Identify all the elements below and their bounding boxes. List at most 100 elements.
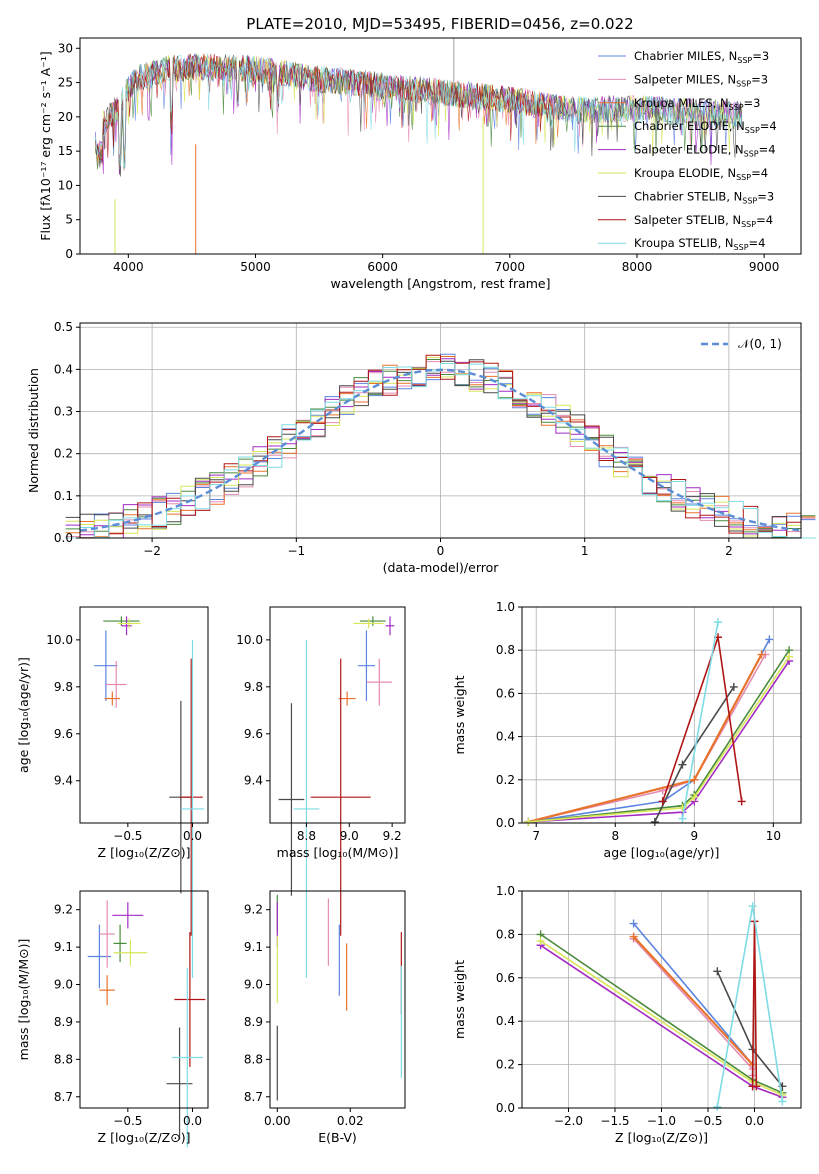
x-tick-label: −1.5 <box>600 1114 629 1128</box>
y-tick-label: 9.1 <box>244 940 263 954</box>
weight-marker <box>650 817 659 826</box>
y-tick-label: 9.8 <box>244 680 263 694</box>
y-tick-label: 15 <box>58 144 73 158</box>
x-axis-label: Z [log₁₀(Z/Z⊙)] <box>615 1130 708 1145</box>
y-tick-label: 0.2 <box>54 447 73 461</box>
x-tick-label: 6000 <box>367 260 398 274</box>
plot-area <box>94 616 205 978</box>
gaussian-reference <box>79 368 802 532</box>
y-tick-label: 10.0 <box>46 633 73 647</box>
weight-line <box>716 906 784 1108</box>
x-tick-label: 0.02 <box>337 1114 364 1128</box>
y-tick-label: 9.0 <box>244 978 263 992</box>
panel-age-Z: −0.5 0.0 9.4 9.6 9.8 10.0 Z [log₁₀(Z/Z⊙)] age [… <box>16 606 209 978</box>
weight-marker <box>778 1097 787 1106</box>
axes-frame <box>79 606 209 824</box>
x-axis-label: age [log₁₀(age/yr)] <box>604 845 720 860</box>
x-tick-label: 7000 <box>495 260 526 274</box>
x-tick-label: 9 <box>690 829 698 843</box>
panel-age-mass: 8.8 9.0 9.2 9.4 9.6 9.8 10.0 mass [log₁₀(M/M⊙)] <box>236 606 406 978</box>
axes-frame <box>79 890 209 1109</box>
weight-marker <box>629 919 638 928</box>
weight-marker <box>713 1102 722 1111</box>
weight-line <box>681 621 719 819</box>
figure-title: PLATE=2010, MJD=53495, FIBERID=0456, z=0… <box>246 15 633 33</box>
x-tick-label: 8000 <box>622 260 653 274</box>
plot-area <box>536 902 787 1111</box>
y-tick-label: 0.4 <box>54 362 73 376</box>
legend-entry: Kroupa ELODIE, NSSP=4 <box>634 166 768 182</box>
weight-marker <box>690 793 699 802</box>
x-axis-label: Z [log₁₀(Z/Z⊙)] <box>98 845 191 860</box>
plot-area <box>87 900 206 1148</box>
y-tick-label: 1.0 <box>496 600 515 614</box>
panel-mass-ebv: 0.00 0.02 8.7 8.8 8.9 9.0 9.1 9.2 E(B-V) <box>244 890 406 1145</box>
x-tick-label: −1.0 <box>647 1114 676 1128</box>
y-tick-label: 8.7 <box>244 1090 263 1104</box>
weight-line <box>661 636 743 802</box>
weight-marker <box>714 618 723 627</box>
y-tick-label: 9.2 <box>54 903 73 917</box>
y-tick-label: 8.7 <box>54 1090 73 1104</box>
axes-frame <box>521 890 802 1109</box>
y-axis-label: mass weight <box>452 960 467 1039</box>
x-tick-label: 0.0 <box>745 1114 764 1128</box>
y-axis-label: mass weight <box>452 675 467 754</box>
y-tick-label: 9.1 <box>54 940 73 954</box>
y-axis-label: mass [log₁₀(M/M⊙)] <box>16 939 31 1061</box>
x-tick-label: 4000 <box>113 260 144 274</box>
x-tick-label: 1 <box>581 544 589 558</box>
legend-entry: Salpeter ELODIE, NSSP=4 <box>634 143 776 159</box>
y-tick-label: 30 <box>58 41 73 55</box>
weight-marker <box>678 760 687 769</box>
axes-frame <box>79 37 802 255</box>
weight-marker <box>690 775 699 784</box>
legend-entry: Chabrier STELIB, NSSP=3 <box>634 189 774 205</box>
x-tick-label: 5000 <box>240 260 271 274</box>
legend-entry: Salpeter STELIB, NSSP=4 <box>634 213 773 229</box>
plot-area: 𝒩(0, 1) <box>65 337 816 539</box>
legend-entry: Chabrier MILES, NSSP=3 <box>634 49 769 65</box>
x-axis-label: mass [log₁₀(M/M⊙)] <box>277 845 399 860</box>
weight-marker <box>737 797 746 806</box>
plot-area <box>524 618 794 826</box>
x-axis-label: (data-model)/error <box>383 560 500 575</box>
axes-frame <box>269 890 406 1109</box>
weight-marker <box>757 650 766 659</box>
weight-line <box>528 656 790 823</box>
weight-line <box>528 660 790 823</box>
x-axis-label: Z [log₁₀(Z/Z⊙)] <box>98 1130 191 1145</box>
x-tick-label: −0.5 <box>113 829 142 843</box>
plot-area: Chabrier MILES, NSSP=3 Salpeter MILES, NS… <box>95 38 777 254</box>
y-tick-label: 0.8 <box>496 643 515 657</box>
y-tick-label: 20 <box>58 110 73 124</box>
legend-entry: Salpeter MILES, NSSP=3 <box>634 72 768 88</box>
weight-marker <box>785 652 794 661</box>
x-tick-label: 0 <box>437 544 445 558</box>
spectrum-legend: Chabrier MILES, NSSP=3 Salpeter MILES, NS… <box>598 49 777 252</box>
legend-entry: Kroupa STELIB, NSSP=4 <box>634 236 765 252</box>
y-tick-label: 0.0 <box>496 816 515 830</box>
y-tick-label: 8.8 <box>54 1052 73 1066</box>
panel-mass-Z: −0.5 0.0 8.7 8.8 8.9 9.0 9.1 9.2 Z [log₁₀(Z/Z⊙)]… <box>16 890 209 1148</box>
x-axis-label: wavelength [Angstrom, rest frame] <box>330 276 550 291</box>
y-tick-label: 0.4 <box>496 730 515 744</box>
x-tick-label: −1 <box>287 544 305 558</box>
y-tick-label: 8.9 <box>244 1015 263 1029</box>
y-tick-label: 0.1 <box>54 489 73 503</box>
weight-marker <box>524 817 533 826</box>
weight-marker <box>752 1082 761 1091</box>
y-tick-label: 8.9 <box>54 1015 73 1029</box>
x-tick-label: 8.8 <box>297 829 316 843</box>
weight-line <box>528 653 763 823</box>
weight-marker <box>678 814 687 823</box>
weight-marker <box>658 797 667 806</box>
y-tick-label: 0.6 <box>496 971 515 985</box>
y-tick-label: 0.2 <box>496 1058 515 1072</box>
y-tick-label: 0.0 <box>496 1101 515 1115</box>
y-tick-label: 0.4 <box>496 1014 515 1028</box>
y-tick-label: 9.6 <box>244 727 263 741</box>
weight-marker <box>713 967 722 976</box>
panel-spectrum: Chabrier MILES, NSSP=3 Salpeter MILES, NS… <box>38 37 802 291</box>
